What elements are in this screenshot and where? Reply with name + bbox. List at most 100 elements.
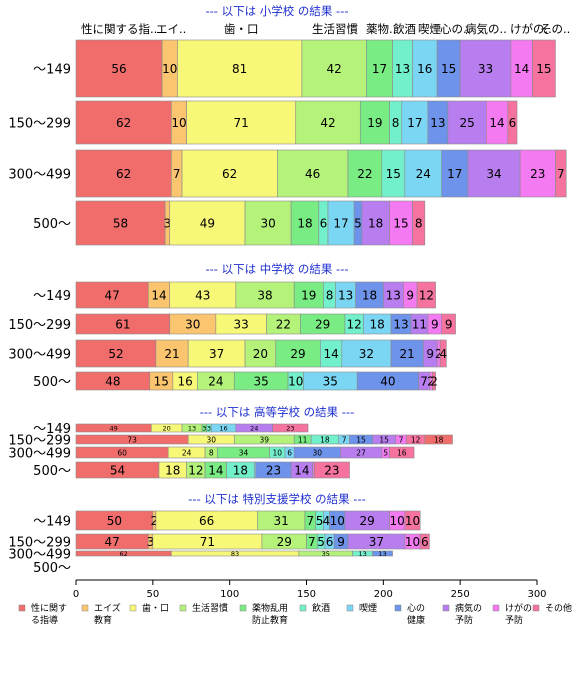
data-label: 39 [259,435,269,444]
bar-segment [532,39,556,98]
data-label: 34 [486,167,501,181]
data-label: 7 [399,435,404,444]
bar-segment [441,313,456,335]
data-label: 61 [115,318,130,332]
row-label: 500〜 [33,217,71,232]
data-label: 42 [327,62,342,76]
row-label: 300〜499 [8,168,71,183]
data-label: 47 [104,289,119,303]
row-label: 500〜 [33,464,71,479]
data-label: 60 [117,448,127,457]
data-label: 5 [383,448,388,457]
data-label: 23 [266,464,281,478]
data-label: 9 [337,535,345,549]
data-label: 12 [419,289,434,303]
data-label: 23 [324,464,339,478]
bar-segment [359,100,390,145]
data-label: 5 [354,217,362,231]
data-label: 46 [305,167,320,181]
data-label: 18 [233,464,248,478]
legend-label: その他 [545,602,572,614]
data-label: 7 [308,535,316,549]
data-label: 14 [208,464,223,478]
data-label: 9 [431,318,439,332]
data-label: 17 [372,62,387,76]
data-label: 6 [509,116,517,130]
data-label: 7 [307,514,315,528]
legend-swatch [299,604,307,612]
data-label: 22 [276,318,291,332]
data-label: 9 [445,318,453,332]
legend-label: 心の健康 [407,603,425,626]
data-label: 7 [557,167,565,181]
data-label: 10 [405,535,420,549]
data-label: 62 [116,167,131,181]
bar-segment [169,200,246,246]
data-label: 52 [108,347,123,361]
data-label: 11 [412,318,427,332]
bar-segment [75,39,163,98]
data-label: 8 [392,116,400,130]
data-label: 48 [105,375,120,389]
data-label: 13 [338,289,353,303]
data-label: 29 [277,535,292,549]
data-label: 23 [530,167,545,181]
data-label: 15 [393,217,408,231]
legend-label: けがの予防 [505,602,532,626]
legend-label: 病気の予防 [455,602,482,626]
bar-segment [355,281,384,309]
column-header: エイ.. [156,22,186,36]
data-label: 2 [435,347,443,361]
data-label: 35 [323,375,338,389]
data-label: 24 [182,448,192,457]
x-tick-label: 100 [220,589,239,600]
bar-segment [347,149,383,198]
data-label: 12 [411,435,421,444]
bar-segment [295,100,361,145]
data-label: 20 [253,347,268,361]
row-label: 〜149 [33,515,71,530]
legend-swatch [18,604,26,612]
data-label: 50 [107,514,122,528]
bar-segment [447,100,487,145]
row-label: 300〜499 [8,348,71,363]
data-label: 9 [426,347,434,361]
data-label: 40 [380,375,395,389]
data-label: 15 [536,62,551,76]
data-label: 58 [113,217,128,231]
legend-label: 飲酒 [312,602,330,614]
data-label: 31 [274,514,289,528]
data-label: 7 [173,167,181,181]
column-header: 薬物.. [366,22,396,36]
legend-swatch [346,604,354,612]
row-label: 500〜 [33,375,71,390]
legend-label: 性に関する指導 [31,602,67,626]
bar-segment [401,100,429,145]
data-label: 73 [127,435,137,444]
column-header: 生活習慣 [312,22,358,36]
bar-segment [244,200,292,246]
data-label: 18 [368,217,383,231]
data-label: 35 [254,375,269,389]
data-label: 25 [459,116,474,130]
column-header: 歯・口 [224,22,259,36]
data-label: 22 [357,167,372,181]
bar-segment [155,339,189,368]
data-label: 16 [397,448,407,457]
data-label: 18 [370,318,385,332]
legend-swatch [239,604,247,612]
data-label: 15 [356,435,366,444]
x-tick-label: 50 [146,589,159,600]
data-label: 8 [209,448,214,457]
data-label: 13 [378,550,386,558]
data-label: 30 [185,318,200,332]
row-label: 150〜299 [8,536,71,551]
bar-segment [275,339,321,368]
data-label: 24 [208,375,223,389]
bar-segment [467,149,521,198]
row-label: 300〜499 [8,548,71,563]
data-label: 30 [206,435,216,444]
data-label: 10 [405,514,420,528]
bar-segment [75,339,157,368]
data-label: 16 [417,62,432,76]
